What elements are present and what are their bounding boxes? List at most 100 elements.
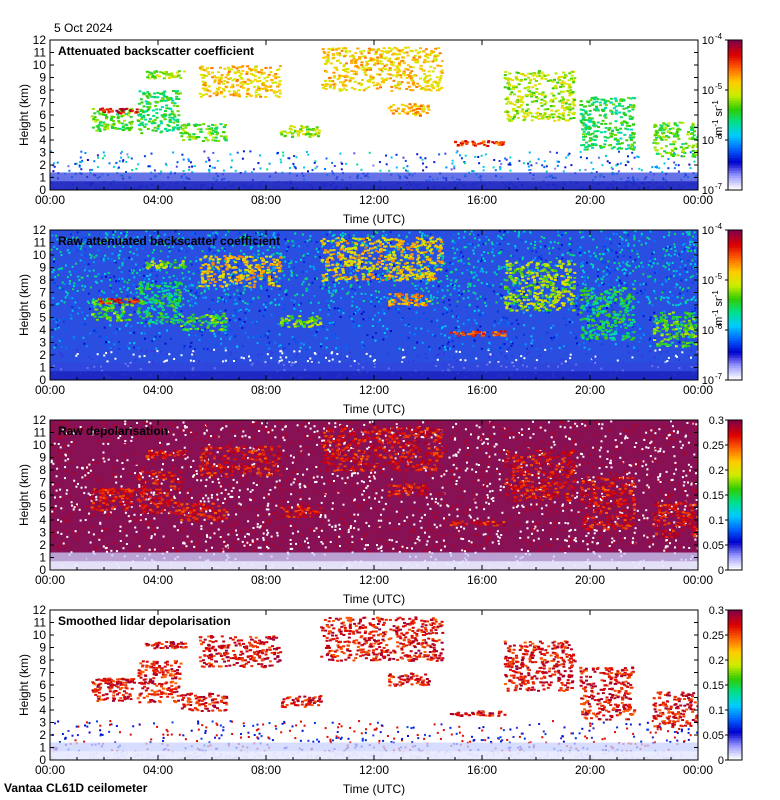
colorbar-tick-label: 10 <box>702 275 714 287</box>
colorbar: 10-710-610-510 -4m-1 sr-1 <box>702 222 743 387</box>
y-tick-label: 6 <box>39 488 46 502</box>
y-tick-label: 10 <box>33 58 47 72</box>
x-tick-label: 12:00 <box>359 763 389 777</box>
y-tick-label: 9 <box>39 641 46 655</box>
colorbar-tick-label: 10 <box>702 135 714 147</box>
colorbar-tick-exponent: -4 <box>715 32 723 41</box>
y-tick-label: 1 <box>39 551 46 565</box>
y-axis-label: Height (km) <box>17 654 31 716</box>
y-tick-label: 3 <box>39 336 46 350</box>
y-tick-label: 4 <box>39 703 46 717</box>
y-tick-label: 4 <box>39 323 46 337</box>
colorbar-unit: m-1 sr-1 <box>711 290 726 326</box>
y-tick-label: 7 <box>39 666 46 680</box>
colorbar: 10-710-610-510 -4m-1 sr-1 <box>702 32 743 197</box>
panel-title: Attenuated backscatter coefficient <box>58 44 254 58</box>
x-tick-label: 08:00 <box>251 763 281 777</box>
colorbar-tick-label: 10 <box>702 375 714 387</box>
date-label: 5 Oct 2024 <box>54 21 113 35</box>
colorbar-tick-label: 10 <box>702 325 714 337</box>
colorbar-tick-exponent: -7 <box>715 182 723 191</box>
colorbar-tick-exponent: -6 <box>715 132 723 141</box>
y-tick-label: 2 <box>39 728 46 742</box>
x-tick-label: 00:00 <box>35 573 65 587</box>
y-tick-label: 8 <box>39 653 46 667</box>
colorbar-tick-label: 0.3 <box>709 415 724 427</box>
x-tick-label: 04:00 <box>143 763 173 777</box>
x-tick-label: 08:00 <box>251 193 281 207</box>
y-tick-label: 9 <box>39 261 46 275</box>
x-axis-label: Time (UTC) <box>343 212 405 226</box>
x-axis-label: Time (UTC) <box>343 402 405 416</box>
y-tick-label: 3 <box>39 716 46 730</box>
y-tick-label: 6 <box>39 298 46 312</box>
colorbar-tick-exponent: -7 <box>715 372 723 381</box>
y-tick-label: 10 <box>33 438 47 452</box>
y-tick-label: 8 <box>39 83 46 97</box>
panel-title: Raw attenuated backscatter coefficient <box>58 234 280 248</box>
heatmap-field <box>50 610 698 760</box>
y-axis-label: Height (km) <box>17 84 31 146</box>
colorbar-tick-label: 0.05 <box>703 540 724 552</box>
y-tick-label: 3 <box>39 146 46 160</box>
y-tick-label: 5 <box>39 311 46 325</box>
y-tick-label: 10 <box>33 248 47 262</box>
colorbar-tick-label: 0.05 <box>703 730 724 742</box>
colorbar-tick-label: 0.1 <box>709 515 724 527</box>
x-tick-label: 16:00 <box>467 383 497 397</box>
x-tick-label: 16:00 <box>467 193 497 207</box>
y-tick-label: 8 <box>39 463 46 477</box>
y-tick-label: 1 <box>39 741 46 755</box>
y-tick-label: 2 <box>39 158 46 172</box>
y-tick-label: 9 <box>39 71 46 85</box>
y-tick-label: 2 <box>39 538 46 552</box>
y-tick-label: 3 <box>39 526 46 540</box>
y-tick-label: 9 <box>39 451 46 465</box>
x-tick-label: 00:00 <box>683 573 713 587</box>
x-tick-label: 00:00 <box>35 383 65 397</box>
x-tick-label: 04:00 <box>143 573 173 587</box>
colorbar-tick-exponent: -4 <box>715 222 723 231</box>
y-tick-label: 11 <box>34 616 47 630</box>
colorbar-tick-label: 0.15 <box>703 680 724 692</box>
y-tick-label: 7 <box>39 476 46 490</box>
x-tick-label: 00:00 <box>683 193 713 207</box>
y-tick-label: 0 <box>39 373 46 387</box>
y-tick-label: 0 <box>39 753 46 767</box>
colorbar-unit: m-1 sr-1 <box>711 100 726 136</box>
y-tick-label: 0 <box>39 563 46 577</box>
colorbar-tick-label: 0 <box>718 755 724 767</box>
y-tick-label: 0 <box>39 183 46 197</box>
colorbar-tick-label: 10 <box>702 85 714 97</box>
x-tick-label: 00:00 <box>683 383 713 397</box>
panel-title: Smoothed lidar depolarisation <box>58 614 231 628</box>
y-tick-label: 2 <box>39 348 46 362</box>
y-tick-label: 8 <box>39 273 46 287</box>
y-tick-label: 4 <box>39 513 46 527</box>
colorbar-tick-label: 10 <box>702 225 714 237</box>
y-tick-label: 6 <box>39 108 46 122</box>
x-tick-label: 20:00 <box>575 193 605 207</box>
y-tick-label: 5 <box>39 691 46 705</box>
colorbar: 0 0.05 0.1 0.15 0.2 0.25 0.3 <box>703 605 743 767</box>
colorbar-tick-label: 10 <box>702 185 714 197</box>
colorbar-tick-label: 0.2 <box>709 465 724 477</box>
y-tick-label: 10 <box>33 628 47 642</box>
x-tick-label: 16:00 <box>467 573 497 587</box>
colorbar-tick-label: 0.25 <box>703 440 724 452</box>
x-axis-label: Time (UTC) <box>343 782 405 796</box>
colorbar-tick-exponent: -5 <box>715 272 723 281</box>
x-tick-label: 00:00 <box>35 193 65 207</box>
colorbar-tick-label: 0.2 <box>709 655 724 667</box>
y-tick-label: 7 <box>39 286 46 300</box>
x-tick-label: 04:00 <box>143 383 173 397</box>
colorbar-tick-label: 0.3 <box>709 605 724 617</box>
x-tick-label: 08:00 <box>251 573 281 587</box>
x-tick-label: 20:00 <box>575 763 605 777</box>
y-axis-label: Height (km) <box>17 464 31 526</box>
x-tick-label: 20:00 <box>575 383 605 397</box>
y-tick-label: 12 <box>33 223 47 237</box>
